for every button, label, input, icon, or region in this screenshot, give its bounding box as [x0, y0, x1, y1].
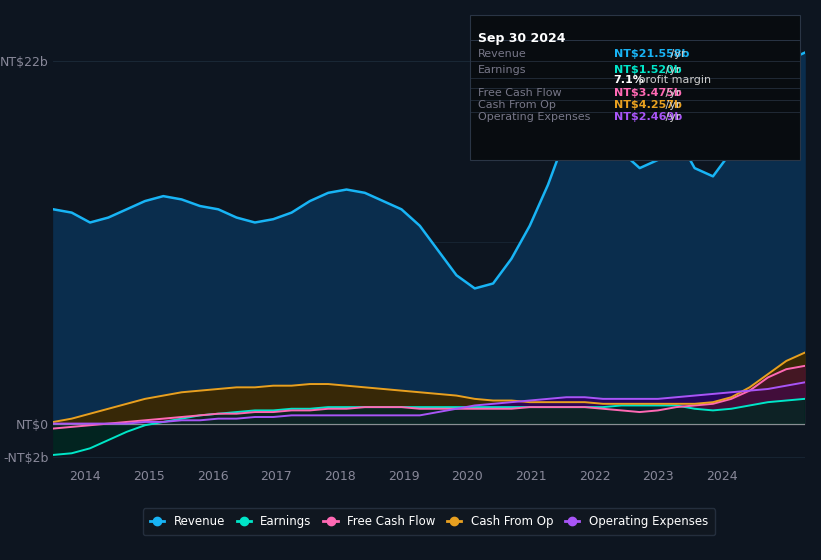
Text: 7.1%: 7.1% [613, 76, 644, 86]
Text: NT$4.257b: NT$4.257b [613, 100, 681, 110]
Text: /yr: /yr [667, 49, 686, 59]
Legend: Revenue, Earnings, Free Cash Flow, Cash From Op, Operating Expenses: Revenue, Earnings, Free Cash Flow, Cash … [143, 508, 715, 535]
Text: Cash From Op: Cash From Op [478, 100, 556, 110]
Text: NT$2.469b: NT$2.469b [613, 113, 682, 123]
Text: NT$21.558b: NT$21.558b [613, 49, 689, 59]
Text: /yr: /yr [662, 88, 681, 98]
Text: Revenue: Revenue [478, 49, 527, 59]
Text: Operating Expenses: Operating Expenses [478, 113, 590, 123]
Text: /yr: /yr [662, 113, 681, 123]
Text: Free Cash Flow: Free Cash Flow [478, 88, 562, 98]
Text: Earnings: Earnings [478, 66, 527, 76]
Text: profit margin: profit margin [635, 76, 711, 86]
Text: /yr: /yr [662, 66, 681, 76]
Text: NT$3.475b: NT$3.475b [613, 88, 681, 98]
Text: /yr: /yr [662, 100, 681, 110]
Text: NT$1.520b: NT$1.520b [613, 66, 681, 76]
Text: Sep 30 2024: Sep 30 2024 [478, 32, 566, 45]
